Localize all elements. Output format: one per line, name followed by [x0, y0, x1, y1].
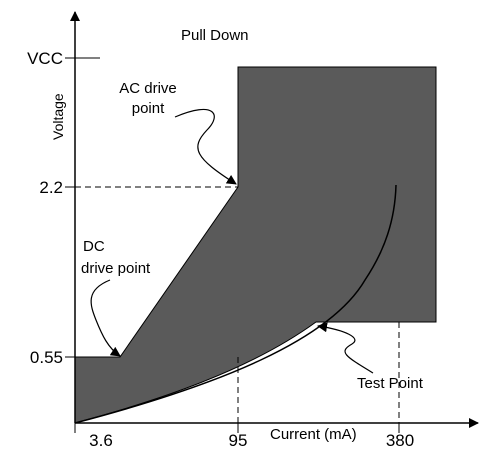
- y-tick-label-vcc: VCC: [27, 49, 63, 68]
- ac-drive-point-label-line2: point: [132, 100, 165, 117]
- dc-drive-point-label-line1: DC: [83, 238, 105, 255]
- dc-drive-point-label-line2: drive point: [81, 260, 151, 277]
- x-tick-label-95: 95: [229, 431, 248, 450]
- x-tick-label-380: 380: [386, 431, 414, 450]
- y-axis-label: Voltage: [50, 93, 66, 140]
- y-tick-label-2-2: 2.2: [39, 178, 63, 197]
- operating-region: [74, 66, 437, 424]
- x-tick-label-3-6: 3.6: [89, 431, 113, 450]
- ac-drive-point-arrow: [174, 108, 237, 185]
- x-axis-label: Current (mA): [270, 426, 357, 443]
- test-point-label: Test Point: [357, 375, 424, 392]
- test-point-arrow: [317, 322, 374, 374]
- ac-drive-point-label-line1: AC drive: [119, 80, 177, 97]
- test-point-curve: [74, 184, 397, 424]
- diagram-title: Pull Down: [181, 27, 249, 44]
- y-tick-label-0-55: 0.55: [30, 348, 63, 367]
- dc-drive-point-arrow: [90, 279, 121, 357]
